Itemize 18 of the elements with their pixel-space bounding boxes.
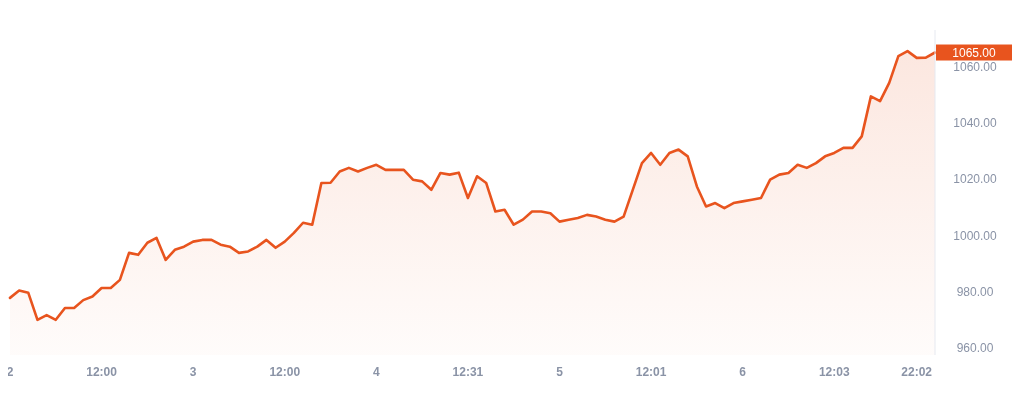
x-tick-label: 12:03 [818, 365, 850, 379]
y-tick-label: 1020.00 [953, 172, 998, 187]
x-tick-label: 12:00 [269, 365, 301, 379]
x-tick-label: 12:00 [86, 365, 118, 379]
y-tick-label: 960.00 [956, 341, 994, 356]
x-tick-label: 2 [6, 365, 14, 379]
x-tick-label: 12:31 [452, 365, 484, 379]
y-tick-label: 1040.00 [953, 116, 998, 131]
x-tick-label: 12:01 [635, 365, 667, 379]
x-tick-label: 3 [189, 365, 197, 379]
y-tick-label: 980.00 [956, 284, 994, 299]
x-tick-label: 4 [372, 365, 380, 379]
y-tick-label: 1060.00 [953, 59, 998, 74]
text: 1065.00 [952, 45, 997, 60]
y-tick-label: 1000.00 [953, 228, 998, 243]
x-tick-label: 22:02 [901, 365, 933, 379]
x-tick-label: 6 [739, 365, 747, 379]
x-tick-label: 5 [556, 365, 564, 379]
